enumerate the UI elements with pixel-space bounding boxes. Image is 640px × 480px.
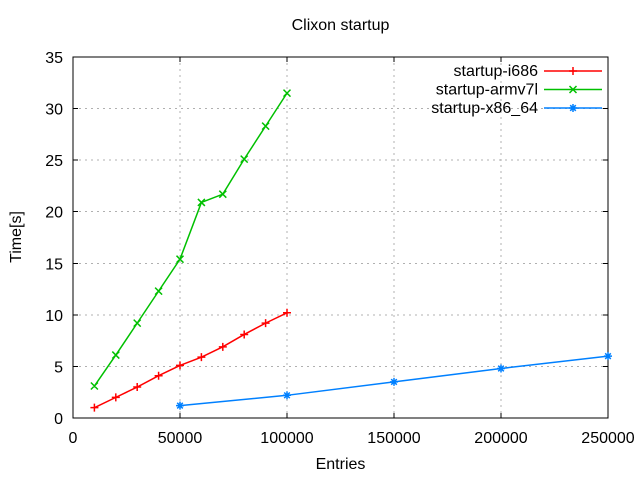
y-tick-label: 0 (54, 411, 63, 428)
y-axis-label: Time[s] (8, 211, 25, 263)
plot-border (72, 56, 609, 419)
legend-sample-marker (569, 104, 577, 112)
x-axis-label: Entries (315, 456, 366, 473)
series-markers-startup-armv7l (90, 89, 292, 391)
y-tick-label: 25 (45, 153, 63, 170)
y-tick-label: 5 (54, 359, 63, 376)
legend-label: startup-x86_64 (431, 100, 538, 117)
y-tick-label: 30 (45, 102, 63, 119)
y-tick-label: 10 (45, 308, 63, 325)
legend-label: startup-armv7l (436, 82, 538, 99)
chart-title: Clixon startup (291, 17, 390, 34)
x-tick-label: 100000 (260, 430, 313, 447)
series-markers-startup-i686 (90, 308, 291, 412)
legend-sample-marker (569, 67, 577, 75)
y-tick-label: 35 (45, 50, 63, 67)
x-tick-label: 50000 (158, 430, 203, 447)
y-tick-label: 20 (45, 205, 63, 222)
x-tick-label: 250000 (581, 430, 634, 447)
legend-label: startup-i686 (454, 63, 539, 80)
x-tick-label: 150000 (367, 430, 420, 447)
legend-sample-marker (568, 85, 578, 94)
y-tick-label: 15 (45, 256, 63, 273)
series-line-startup-armv7l (93, 92, 288, 387)
x-tick-label: 0 (69, 430, 78, 447)
series-line-startup-i686 (94, 312, 288, 409)
x-tick-label: 200000 (474, 430, 527, 447)
series-markers-startup-x86_64 (176, 352, 612, 410)
